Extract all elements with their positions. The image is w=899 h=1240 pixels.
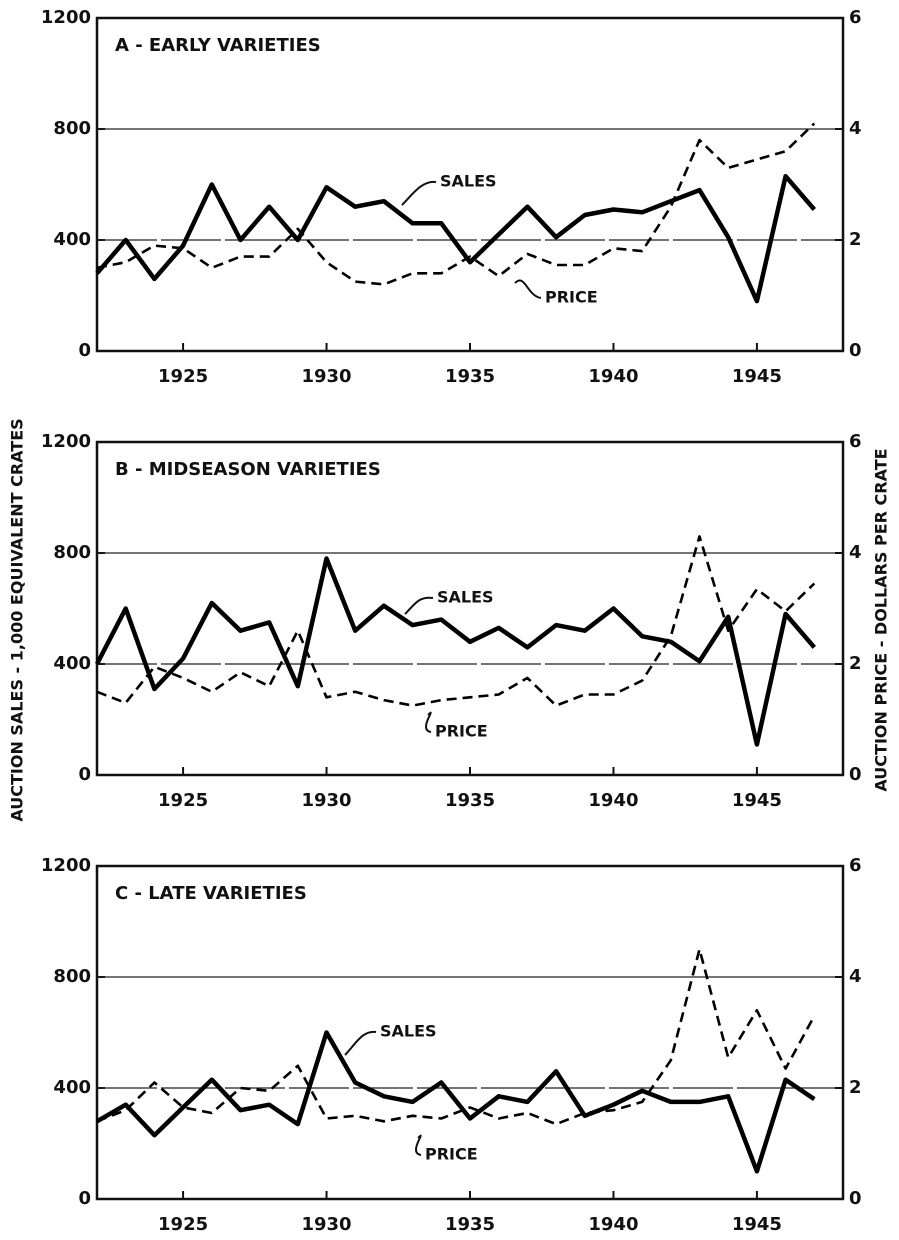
series-line <box>96 535 816 707</box>
label-arrow <box>404 596 434 615</box>
x-tick-label: 1945 <box>732 1214 782 1235</box>
y2-tick-label: 2 <box>849 1077 862 1098</box>
series-label: PRICE <box>545 288 598 307</box>
series-label: PRICE <box>435 722 488 741</box>
x-tick-label: 1925 <box>158 366 208 387</box>
y2-tick-label: 0 <box>849 764 862 785</box>
y2-tick-label: 6 <box>849 431 862 452</box>
x-tick-label: 1935 <box>445 366 495 387</box>
x-tick-label: 1930 <box>301 366 351 387</box>
y-tick-label: 800 <box>53 966 91 987</box>
series-line <box>95 1030 816 1174</box>
y2-axis-label: AUCTION PRICE - DOLLARS PER CRATE <box>872 448 891 791</box>
y2-tick-label: 6 <box>849 7 862 28</box>
panel-title: C - LATE VARIETIES <box>115 883 307 904</box>
y-tick-label: 800 <box>53 118 91 139</box>
y2-tick-label: 2 <box>849 653 862 674</box>
y2-tick-label: 0 <box>849 340 862 361</box>
y2-tick-label: 2 <box>849 229 862 250</box>
label-arrow <box>514 279 542 299</box>
x-tick-label: 1945 <box>732 790 782 811</box>
y-axis-label: AUCTION SALES - 1,000 EQUIVALENT CRATES <box>8 418 27 821</box>
series-label: SALES <box>437 588 494 607</box>
panel-title: A - EARLY VARIETIES <box>115 35 321 56</box>
y-tick-label: 800 <box>53 542 91 563</box>
x-tick-label: 1925 <box>158 790 208 811</box>
label-arrow <box>344 1030 377 1056</box>
x-tick-label: 1945 <box>732 366 782 387</box>
series-label: SALES <box>440 172 497 191</box>
series-line <box>95 173 817 304</box>
y-tick-label: 0 <box>78 340 91 361</box>
x-tick-label: 1930 <box>301 1214 351 1235</box>
x-tick-label: 1940 <box>588 1214 638 1235</box>
y2-tick-label: 6 <box>849 855 862 876</box>
label-arrow <box>401 180 437 206</box>
series-label: PRICE <box>425 1145 478 1164</box>
y-tick-label: 1200 <box>41 855 91 876</box>
label-arrow <box>425 711 432 733</box>
y-tick-label: 1200 <box>41 7 91 28</box>
x-tick-label: 1935 <box>445 790 495 811</box>
x-tick-label: 1935 <box>445 1214 495 1235</box>
series-line <box>95 556 817 747</box>
y2-tick-label: 4 <box>849 118 862 139</box>
y-tick-label: 0 <box>78 1188 91 1209</box>
y-tick-label: 400 <box>53 229 91 250</box>
y2-tick-label: 4 <box>849 966 862 987</box>
label-arrow <box>415 1134 422 1156</box>
series-line <box>96 948 816 1126</box>
x-tick-label: 1940 <box>588 366 638 387</box>
y-tick-label: 0 <box>78 764 91 785</box>
y2-tick-label: 4 <box>849 542 862 563</box>
x-tick-label: 1930 <box>301 790 351 811</box>
x-tick-label: 1925 <box>158 1214 208 1235</box>
y-tick-label: 400 <box>53 653 91 674</box>
y2-tick-label: 0 <box>849 1188 862 1209</box>
series-label: SALES <box>380 1022 437 1041</box>
series-line <box>96 122 816 286</box>
panel-title: B - MIDSEASON VARIETIES <box>115 459 381 480</box>
x-tick-label: 1940 <box>588 790 638 811</box>
y-tick-label: 400 <box>53 1077 91 1098</box>
y-tick-label: 1200 <box>41 431 91 452</box>
